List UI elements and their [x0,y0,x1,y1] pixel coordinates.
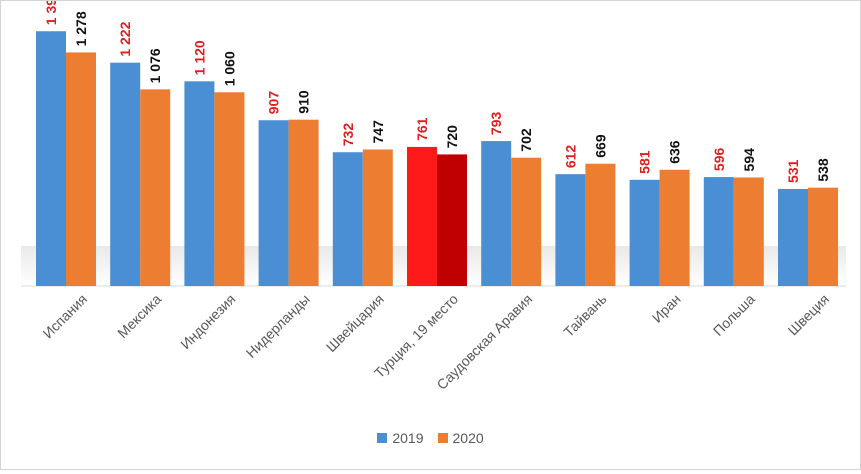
bar-2019-cat-5 [407,146,437,286]
bar-2020-cat-6 [511,157,542,286]
legend-label-2019: 2019 [392,430,424,446]
data-label-2020-cat-9: 594 [741,148,757,172]
chart-legend: 2019 2020 [0,430,861,446]
data-label-2019-cat-5: 761 [414,117,430,141]
bar-2019-cat-2 [184,81,215,286]
bar-2020-cat-4 [362,149,393,286]
x-tick-label-cat-3: Нидерланды [243,291,313,361]
bar-2019-cat-1 [110,62,141,287]
bar-2019-cat-6 [481,141,512,286]
data-label-2020-cat-7: 669 [592,134,608,158]
bar-2020-cat-2 [214,92,245,286]
data-label-2020-cat-6: 702 [518,128,534,152]
legend-label-2020: 2020 [452,430,484,446]
legend-swatch-2019 [377,433,388,443]
data-label-2019-cat-3: 907 [266,91,282,115]
data-label-2019-cat-1: 1 222 [117,21,133,56]
bar-2020-cat-1 [140,89,171,287]
data-label-2019-cat-2: 1 120 [191,40,207,75]
data-label-2020-cat-4: 747 [370,120,386,144]
bar-2019-cat-0 [36,31,66,286]
legend-item-2020[interactable]: 2020 [437,430,484,446]
bar-2019-cat-10 [778,188,808,286]
data-label-2019-cat-7: 612 [562,145,578,169]
x-tick-label-cat-8: Иран [649,291,684,326]
bar-2019-cat-7 [555,174,586,286]
data-label-2020-cat-8: 636 [667,140,683,164]
x-tick-label-cat-7: Тайвань [560,291,609,340]
bar-2020-cat-10 [808,187,838,286]
data-label-2019-cat-0: 1 394 [43,1,59,25]
data-label-2019-cat-8: 581 [637,150,653,174]
legend-swatch-2020 [437,433,448,443]
data-label-2019-cat-4: 732 [340,123,356,147]
bar-2020-cat-0 [66,52,96,287]
data-label-2019-cat-10: 531 [785,159,801,183]
data-label-2020-cat-1: 1 076 [147,48,163,83]
bar-2020-cat-7 [585,163,616,286]
x-tick-label-cat-4: Швейцария [323,291,387,355]
bar-2020-cat-3 [288,119,319,286]
data-label-2020-cat-10: 538 [815,158,831,182]
legend-item-2019[interactable]: 2019 [377,430,424,446]
data-label-2020-cat-2: 1 060 [221,51,237,86]
data-label-2020-cat-0: 1 278 [73,11,89,46]
x-tick-label-cat-9: Польша [710,291,758,339]
x-tick-label-cat-0: Испания [40,291,91,342]
data-label-2020-cat-5: 720 [444,125,460,149]
x-tick-label-cat-10: Швеция [785,291,833,339]
data-label-2019-cat-9: 596 [711,148,727,172]
bar-2019-cat-8 [629,179,660,286]
data-label-2019-cat-6: 793 [488,112,504,136]
bar-2020-cat-9 [733,177,764,286]
bar-2020-cat-8 [659,169,690,286]
bar-2019-cat-3 [258,120,289,286]
bar-2020-cat-5 [437,154,467,286]
x-tick-label-cat-2: Индонезия [177,291,238,352]
x-tick-label-cat-1: Мексика [114,291,164,341]
bar-2019-cat-4 [332,152,363,286]
data-label-2020-cat-3: 910 [296,90,312,114]
bar-2019-cat-9 [703,177,734,286]
